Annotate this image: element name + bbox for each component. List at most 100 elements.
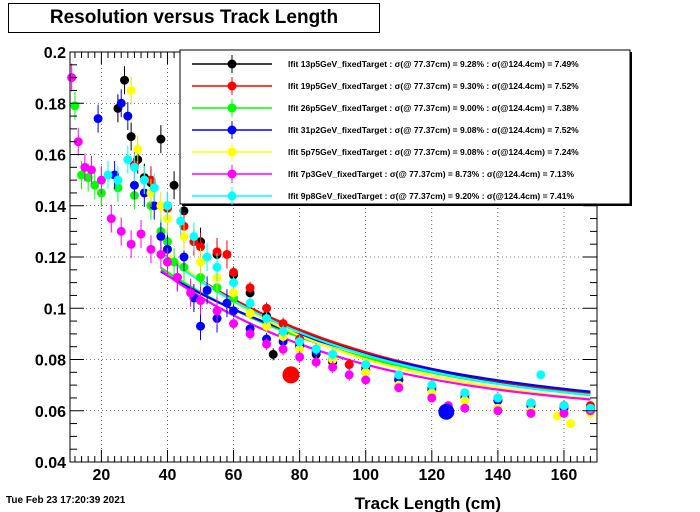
data-point: [229, 288, 239, 298]
data-point: [169, 180, 179, 190]
data-point: [559, 408, 569, 418]
x-tick-label: 100: [352, 467, 379, 484]
timestamp: Tue Feb 23 17:20:39 2021: [6, 495, 126, 506]
x-axis-label: Track Length (cm): [355, 494, 501, 512]
x-tick-label: 60: [225, 467, 243, 484]
data-point: [585, 403, 595, 413]
data-point: [311, 357, 321, 367]
data-point: [311, 344, 321, 354]
data-point: [344, 360, 354, 370]
y-tick-label: 0.18: [35, 96, 66, 113]
data-point: [245, 329, 255, 339]
data-point: [162, 257, 172, 267]
data-point: [123, 111, 133, 121]
legend-entry: lfit 26p5GeV_fixedTarget : σ(@ 77.37cm) …: [288, 103, 579, 113]
data-point: [70, 101, 80, 111]
data-point: [133, 144, 143, 154]
data-point: [156, 232, 166, 241]
data-point: [116, 98, 126, 108]
data-point: [262, 314, 272, 323]
data-point: [278, 344, 288, 354]
legend-entry: lfit 7p3GeV_fixedTarget : σ(@ 77.37cm) =…: [288, 169, 574, 179]
data-point: [126, 239, 136, 249]
data-point: [212, 262, 222, 272]
data-point: [202, 252, 212, 262]
legend-entry: lfit 19p5GeV_fixedTarget : σ(@ 77.37cm) …: [288, 81, 579, 91]
data-point: [427, 393, 437, 403]
data-point: [196, 242, 206, 252]
y-tick-label: 0.08: [35, 353, 66, 370]
ref-point-124cm: [438, 403, 455, 420]
data-point: [126, 85, 136, 95]
data-point: [139, 175, 149, 185]
data-point: [328, 349, 338, 359]
y-tick-label: 0.12: [35, 250, 66, 267]
data-point: [136, 229, 146, 239]
data-point: [149, 201, 159, 211]
data-point: [189, 232, 199, 241]
data-point: [229, 278, 239, 288]
data-point: [460, 396, 470, 405]
data-point: [295, 344, 305, 354]
data-point: [120, 75, 130, 85]
legend-marker: [227, 81, 237, 91]
data-point: [73, 137, 83, 147]
data-point: [179, 252, 189, 262]
data-point: [116, 226, 126, 236]
data-point: [460, 388, 470, 398]
data-point: [262, 303, 272, 313]
legend-marker: [227, 59, 237, 69]
data-point: [394, 370, 404, 380]
data-point: [361, 375, 371, 385]
data-point: [90, 180, 100, 190]
x-tick-label: 80: [291, 467, 309, 484]
legend-marker: [227, 191, 237, 201]
data-point: [566, 419, 576, 429]
data-point: [83, 173, 93, 183]
data-point: [229, 267, 239, 277]
legend-marker: [227, 147, 237, 157]
data-point: [245, 298, 255, 308]
data-point: [129, 180, 139, 190]
data-point: [146, 244, 156, 254]
data-point: [106, 214, 116, 224]
data-point: [156, 249, 166, 259]
legend-box: [179, 49, 631, 205]
y-tick-label: 0.2: [44, 45, 66, 62]
data-point: [186, 288, 196, 298]
data-point: [278, 319, 288, 329]
data-point: [229, 306, 239, 316]
data-point: [427, 380, 437, 390]
data-point: [172, 273, 182, 282]
data-point: [123, 155, 133, 165]
legend-entry: lfit 31p2GeV_fixedTarget : σ(@ 77.37cm) …: [288, 125, 579, 135]
data-point: [245, 283, 255, 293]
data-point: [169, 257, 179, 267]
data-point: [526, 408, 536, 418]
legend-marker: [227, 169, 237, 179]
data-point: [176, 216, 186, 226]
data-point: [278, 326, 288, 336]
data-point: [156, 134, 166, 144]
legend-shadow: [182, 204, 632, 206]
legend-marker: [227, 103, 237, 113]
data-point: [493, 393, 503, 403]
data-point: [156, 201, 166, 211]
data-point: [179, 232, 189, 241]
data-point: [202, 285, 212, 295]
data-point: [460, 403, 470, 413]
data-point: [229, 319, 239, 329]
data-point: [262, 321, 272, 331]
data-point: [129, 162, 139, 172]
data-point: [196, 296, 206, 306]
data-point: [222, 298, 232, 308]
data-point: [559, 401, 569, 411]
data-point: [526, 398, 536, 408]
data-point: [344, 370, 354, 380]
data-point: [262, 339, 272, 349]
data-point: [295, 352, 305, 362]
data-point: [196, 273, 206, 282]
data-point: [361, 367, 371, 377]
chart-title: Resolution versus Track Length: [8, 3, 380, 33]
y-tick-label: 0.06: [35, 404, 66, 421]
